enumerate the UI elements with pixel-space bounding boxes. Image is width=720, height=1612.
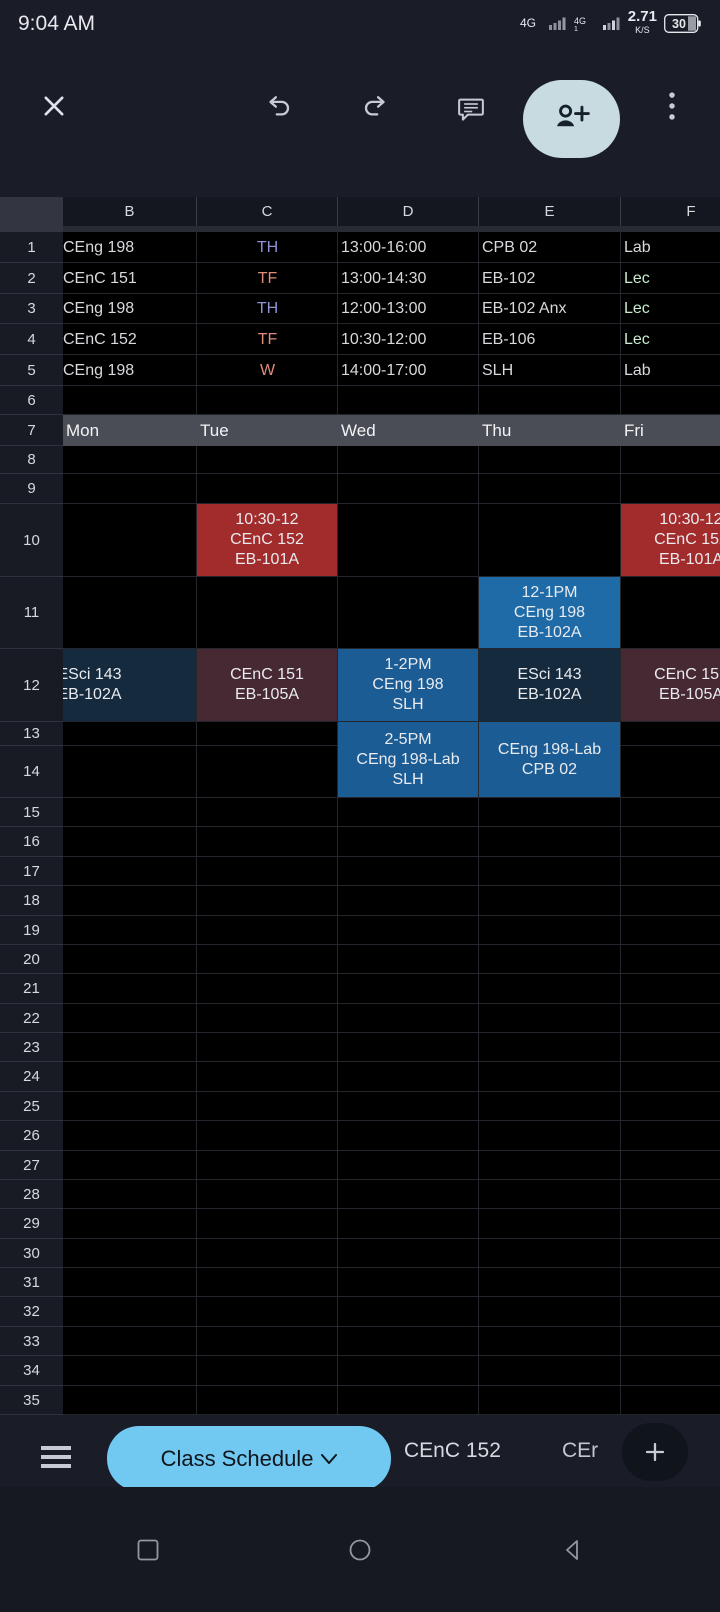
svg-text:4G: 4G — [520, 16, 536, 30]
svg-text:30: 30 — [672, 17, 686, 31]
svg-text:1: 1 — [574, 26, 578, 31]
svg-text:4G: 4G — [574, 16, 586, 26]
